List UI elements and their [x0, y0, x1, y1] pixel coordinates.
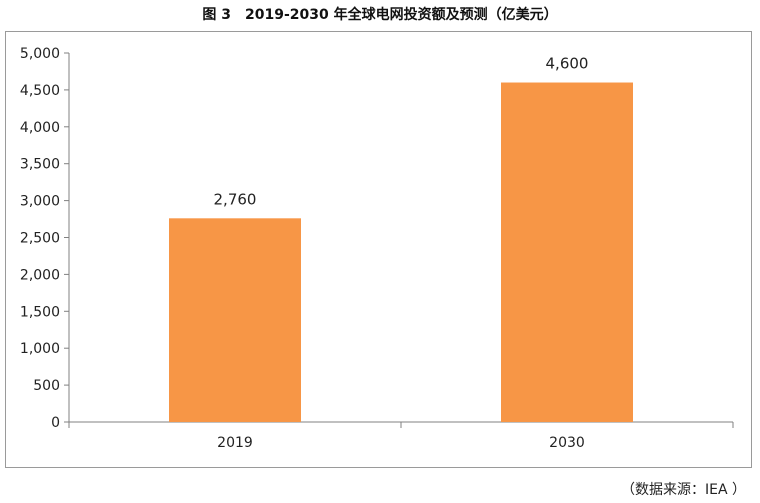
data-source-note: （数据来源：IEA ） — [620, 482, 746, 498]
y-tick-label: 0 — [51, 415, 60, 431]
chart-frame — [5, 31, 752, 468]
data-label: 4,600 — [546, 55, 589, 73]
y-tick-label: 500 — [33, 378, 60, 394]
y-tick-label: 4,500 — [20, 83, 60, 99]
y-tick-label: 2,000 — [20, 267, 60, 283]
y-tick-label: 5,000 — [20, 46, 60, 62]
bar-2019 — [169, 218, 301, 422]
y-tick-label: 2,500 — [20, 231, 60, 247]
y-tick-label: 3,000 — [20, 194, 60, 210]
bar-2030 — [501, 82, 633, 423]
chart-title: 图 3 2019-2030 年全球电网投资额及预测（亿美元） — [202, 7, 558, 23]
x-tick-label: 2030 — [549, 435, 585, 451]
data-label: 2,760 — [214, 190, 257, 208]
y-tick-label: 1,500 — [20, 304, 60, 320]
x-tick-label: 2019 — [217, 435, 253, 451]
y-tick-label: 4,000 — [20, 120, 60, 136]
y-tick-label: 3,500 — [20, 157, 60, 173]
y-tick-label: 1,000 — [20, 341, 60, 357]
